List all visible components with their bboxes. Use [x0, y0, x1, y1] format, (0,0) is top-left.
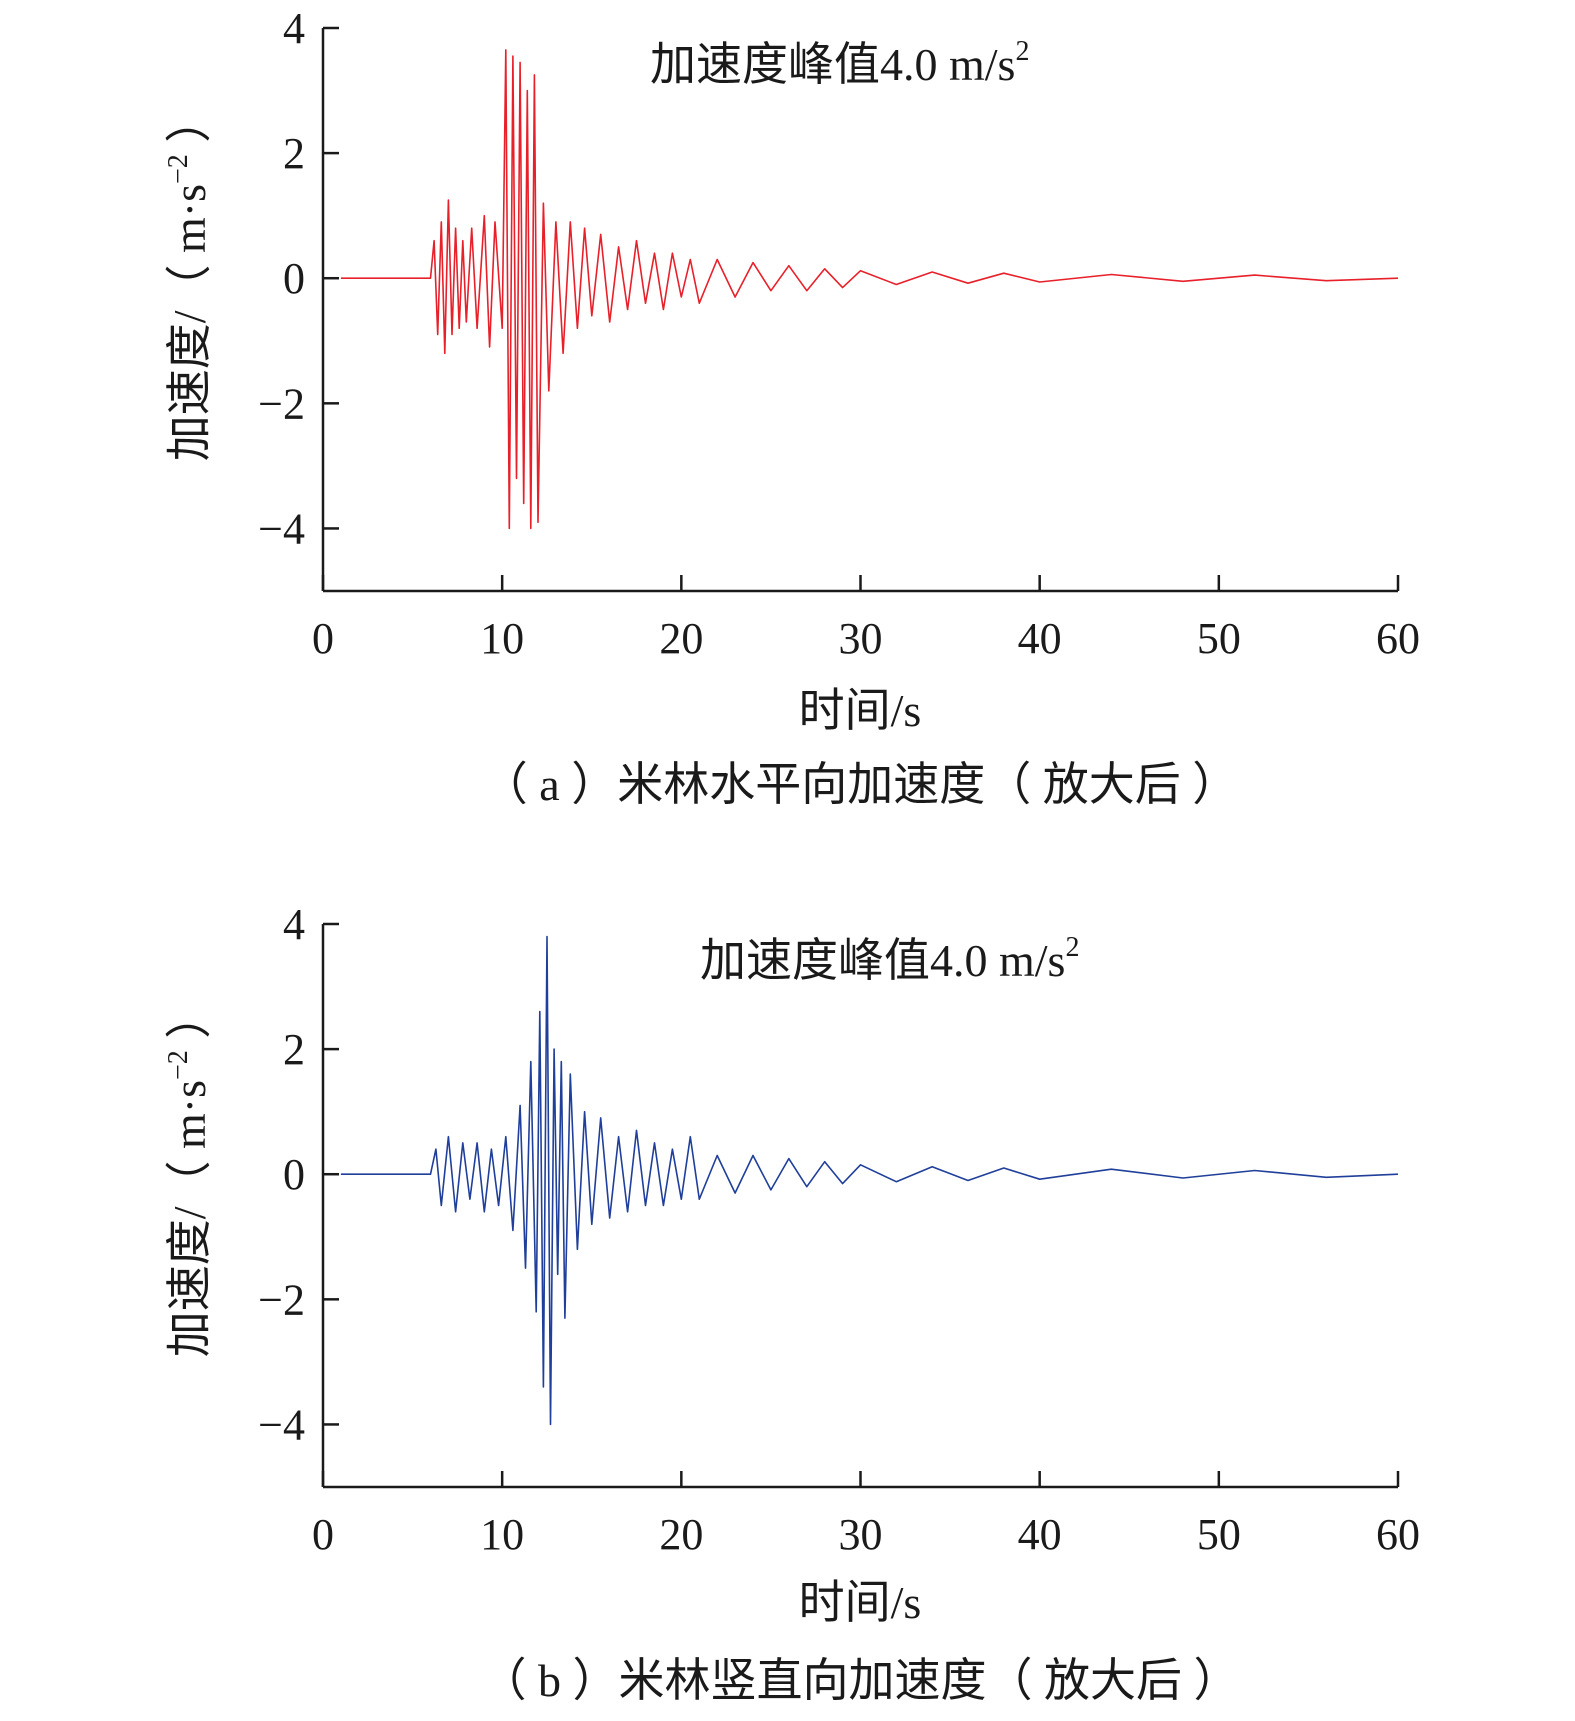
peak-annotation: 加速度峰值4.0 m/s2 — [700, 932, 1079, 986]
panel-b: 420−2−4 0 10 20 30 40 50 60 加速度峰值4.0 m/s2 时间/s… — [163, 900, 1420, 1706]
x-axis: 0 10 20 30 40 50 60 — [312, 1471, 1420, 1559]
y-axis-label: 加速度/（ m·s−2 ） — [163, 993, 215, 1358]
panel-caption: （ a ）米林水平向加速度（ 放大后 ） — [482, 759, 1238, 810]
x-tick-label: 60 — [1376, 1510, 1420, 1559]
x-tick-label: 10 — [480, 1510, 524, 1559]
panel-caption: （ b ）米林竖直向加速度（ 放大后 ） — [481, 1655, 1240, 1706]
x-tick-label: 30 — [839, 1510, 883, 1559]
plot-area — [340, 49, 1399, 530]
x-tick-label: 0 — [312, 614, 334, 663]
x-tick-label: 40 — [1018, 1510, 1062, 1559]
x-tick-label: 50 — [1197, 1510, 1241, 1559]
y-tick-label: −4 — [258, 504, 305, 553]
x-tick-label: 20 — [659, 614, 703, 663]
y-tick-label: 0 — [283, 1150, 305, 1199]
x-tick-label: 50 — [1197, 614, 1241, 663]
x-tick-label: 30 — [839, 614, 883, 663]
y-tick-label: −2 — [258, 1275, 305, 1324]
y-tick-label: 2 — [283, 1025, 305, 1074]
series-line — [340, 49, 1399, 530]
x-axis: 0 10 20 30 40 50 60 — [312, 575, 1420, 663]
y-tick-label: −2 — [258, 379, 305, 428]
x-tick-label: 0 — [312, 1510, 334, 1559]
y-axis: 4 2 0 −2 −4 — [258, 900, 339, 1487]
x-axis-label: 时间/s — [799, 1577, 922, 1628]
peak-annotation: 加速度峰值4.0 m/s2 — [650, 36, 1029, 90]
y-tick-label: 4 — [283, 4, 305, 53]
x-tick-label: 20 — [659, 1510, 703, 1559]
y-tick-label: 4 — [283, 900, 305, 949]
y-axis-label: 加速度/（ m·s−2 ） — [163, 97, 215, 462]
plot-area — [340, 935, 1399, 1426]
x-tick-label: 60 — [1376, 614, 1420, 663]
y-tick-label: 2 — [283, 129, 305, 178]
panel-a: 420−2−4 0 10 20 30 40 50 60 加速度峰值4.0 m/s2 时间/s… — [163, 4, 1420, 810]
y-tick-label: 0 — [283, 254, 305, 303]
x-tick-label: 40 — [1018, 614, 1062, 663]
series-line — [340, 935, 1399, 1426]
x-tick-label: 10 — [480, 614, 524, 663]
y-axis: 4 2 0 −2 −4 — [258, 4, 339, 591]
x-axis-label: 时间/s — [799, 685, 922, 736]
y-tick-label: −4 — [258, 1400, 305, 1449]
